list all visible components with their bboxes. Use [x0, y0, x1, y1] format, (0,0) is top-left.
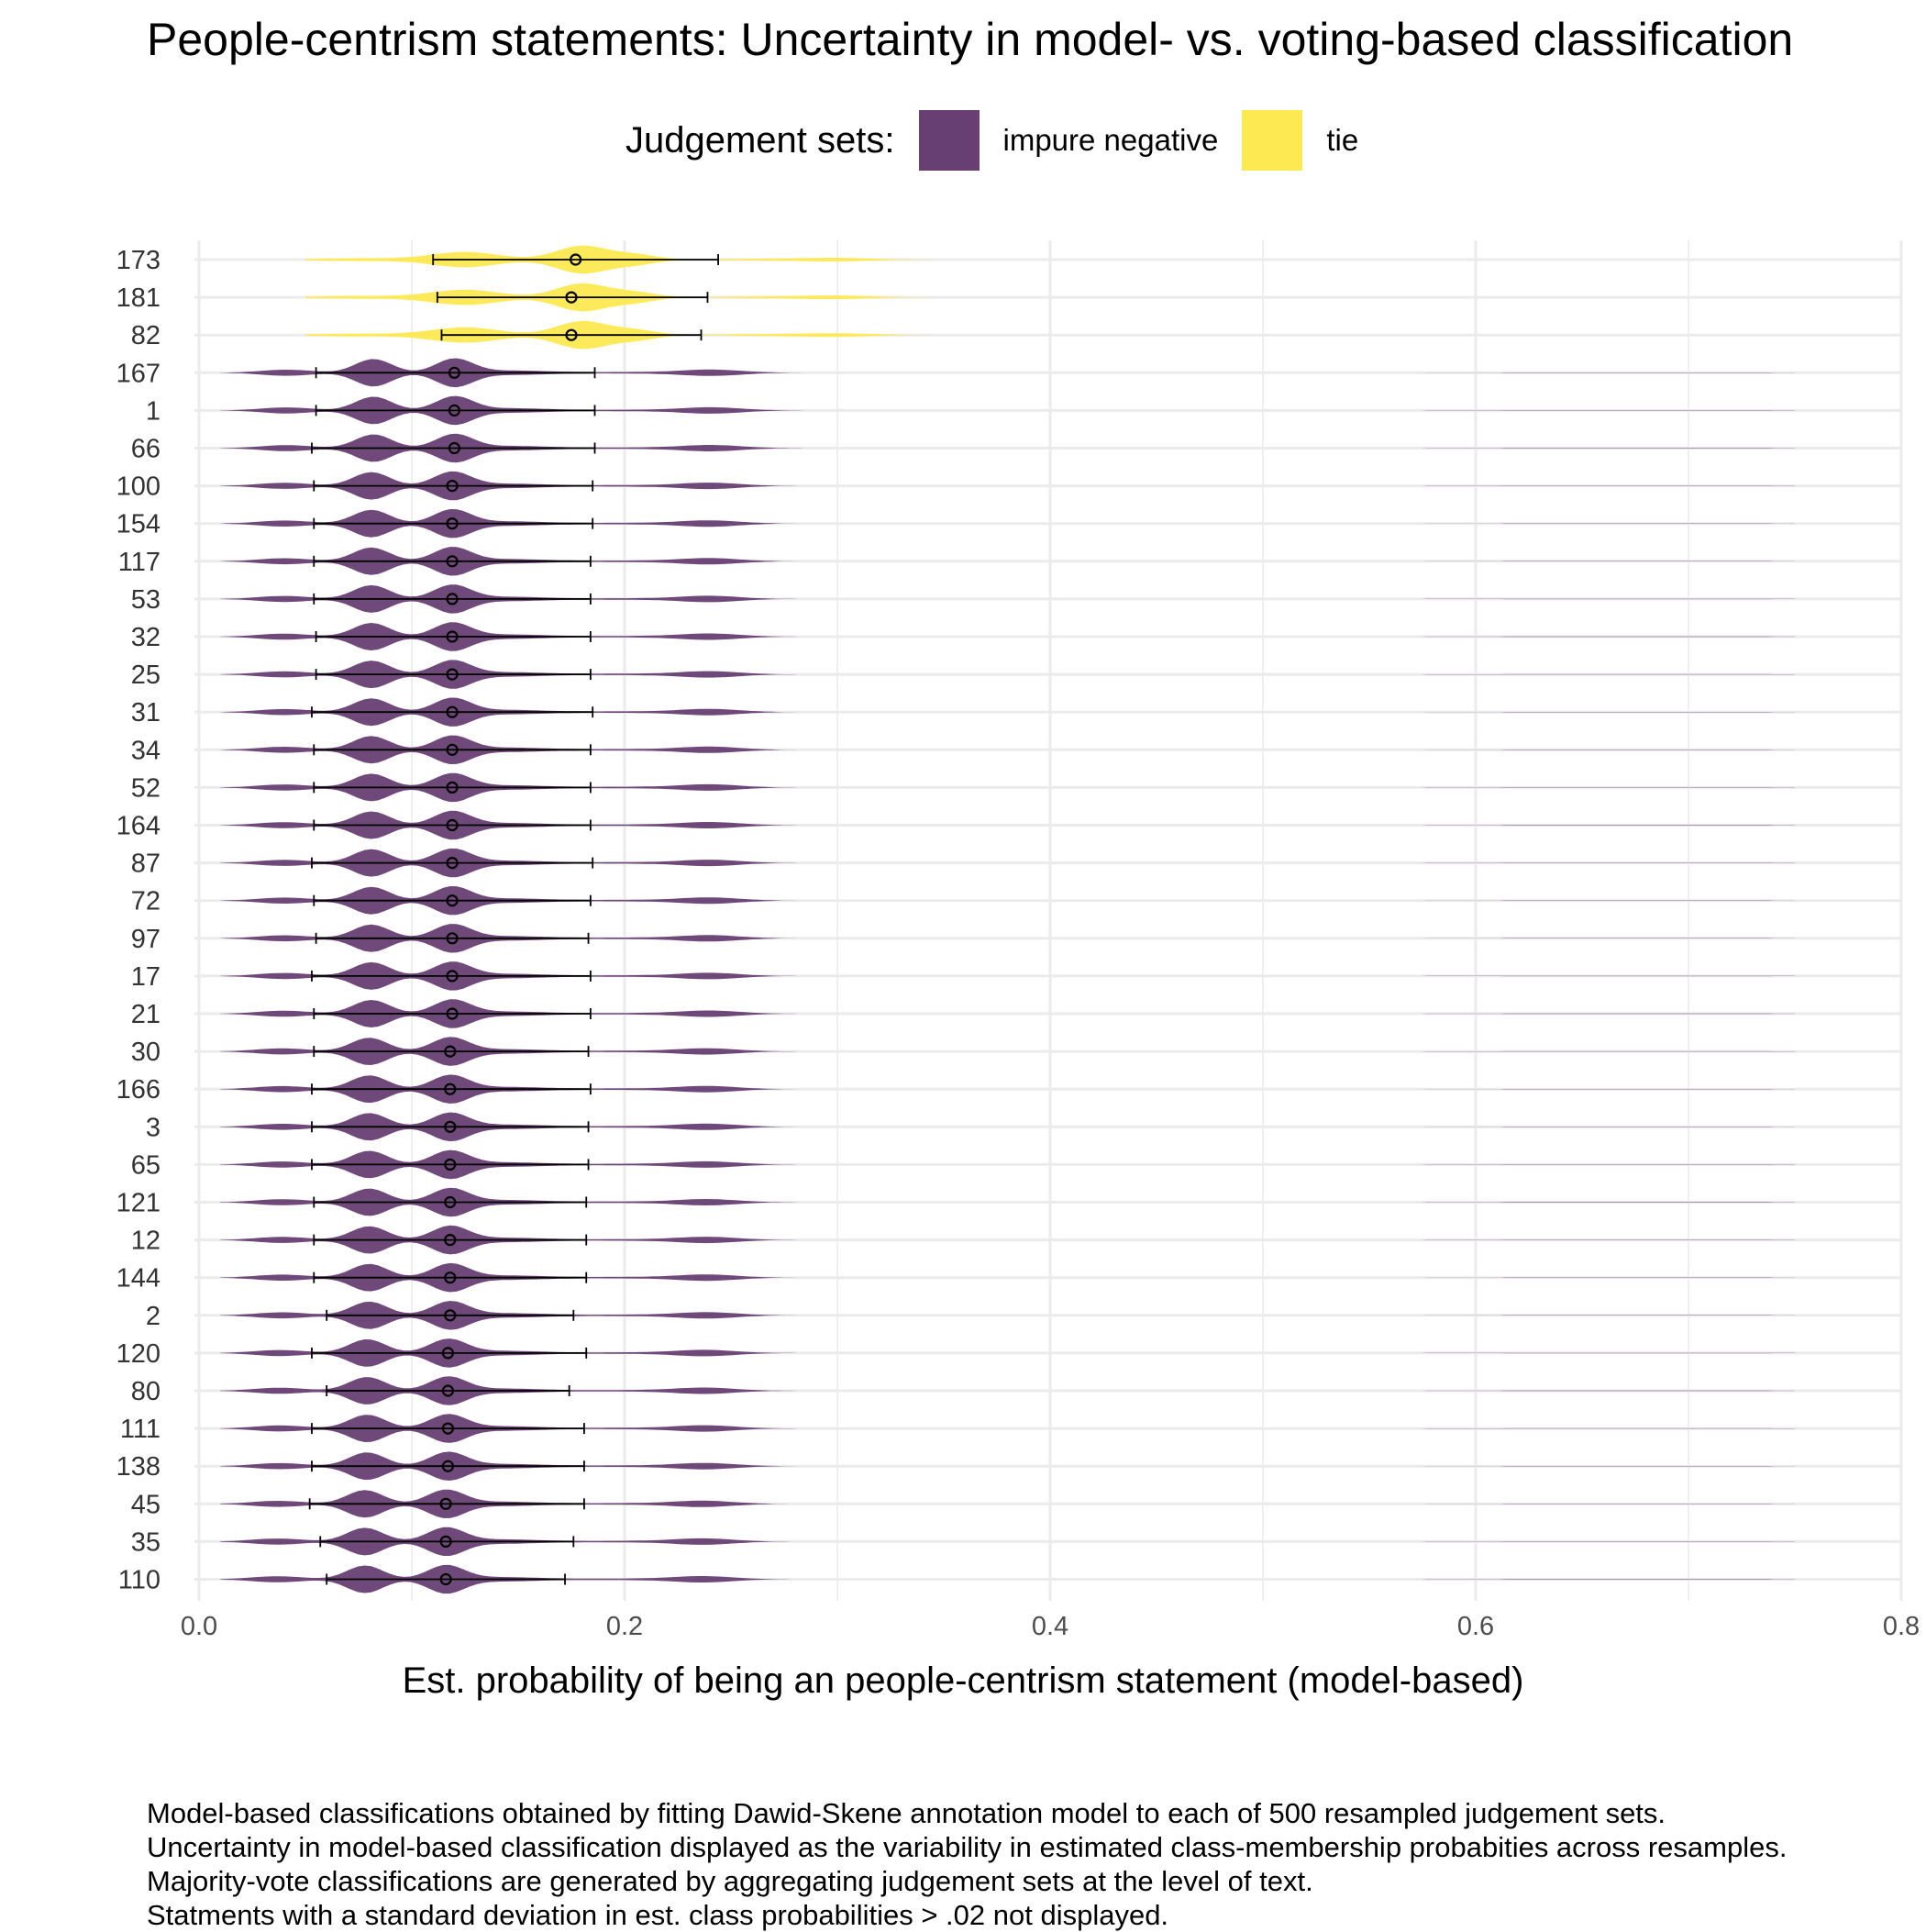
caption: Model-based classifications obtained by …	[147, 1796, 1787, 1932]
y-tick-label-82: 82	[131, 321, 160, 350]
y-tick-label-34: 34	[131, 736, 160, 765]
chart-title: People-centrism statements: Uncertainty …	[147, 14, 1794, 65]
y-tick-label-35: 35	[131, 1527, 160, 1557]
mean-point-100	[446, 479, 459, 493]
y-tick-label-154: 154	[116, 510, 160, 539]
mean-point-80	[441, 1384, 455, 1397]
mean-point-35	[439, 1535, 452, 1549]
mean-point-45	[439, 1497, 452, 1510]
mean-point-167	[448, 366, 460, 379]
y-tick-label-87: 87	[131, 849, 160, 879]
caption-line-3: Majority-vote classifications are genera…	[147, 1865, 1313, 1897]
mean-point-117	[446, 555, 459, 568]
legend-key-tie	[1242, 110, 1303, 171]
y-tick-label-97: 97	[131, 925, 160, 954]
y-tick-label-121: 121	[116, 1189, 160, 1218]
mean-point-1	[448, 404, 460, 416]
y-tick-label-138: 138	[116, 1452, 160, 1482]
y-tick-label-166: 166	[116, 1075, 160, 1105]
mean-point-31	[446, 705, 459, 718]
legend-key-impure-negative	[918, 110, 980, 171]
y-tick-label-167: 167	[116, 359, 160, 388]
mean-point-121	[444, 1195, 457, 1209]
mean-point-12	[444, 1233, 457, 1247]
mean-point-3	[444, 1120, 457, 1133]
mean-point-120	[441, 1347, 455, 1360]
legend-label-impure-negative: impure negative	[1002, 123, 1219, 157]
x-axis-label: Est. probability of being an people-cent…	[402, 1660, 1524, 1701]
y-tick-label-25: 25	[131, 661, 160, 690]
x-tick-label: 0.6	[1457, 1612, 1494, 1641]
mean-point-66	[448, 441, 460, 455]
y-tick-label-30: 30	[131, 1038, 160, 1067]
mean-point-144	[444, 1271, 457, 1284]
y-tick-label-72: 72	[131, 887, 160, 916]
mean-point-17	[446, 970, 459, 983]
caption-line-4: Statments with a standard deviation in e…	[147, 1899, 1169, 1931]
legend-title: Judgement sets:	[625, 119, 895, 161]
y-tick-label-52: 52	[131, 773, 160, 803]
mean-point-32	[446, 630, 459, 643]
y-tick-label-173: 173	[116, 246, 160, 275]
y-tick-label-2: 2	[146, 1302, 160, 1331]
y-tick-label-80: 80	[131, 1377, 160, 1406]
y-tick-label-144: 144	[116, 1264, 160, 1294]
chart-plot: 1731818216716610015411753322531345216487…	[116, 240, 1920, 1641]
mean-point-72	[446, 894, 459, 907]
y-tick-label-1: 1	[146, 396, 160, 426]
y-tick-label-65: 65	[131, 1150, 160, 1180]
mean-point-181	[565, 291, 578, 304]
legend-label-tie: tie	[1326, 123, 1359, 157]
y-tick-label-31: 31	[131, 698, 160, 727]
mean-point-164	[446, 818, 459, 832]
y-tick-label-164: 164	[116, 812, 160, 841]
mean-point-97	[446, 932, 459, 945]
x-tick-label: 0.4	[1032, 1612, 1068, 1641]
y-tick-label-45: 45	[131, 1490, 160, 1519]
y-tick-label-111: 111	[120, 1415, 160, 1444]
mean-point-111	[441, 1422, 455, 1435]
y-tick-label-66: 66	[131, 435, 160, 464]
y-tick-label-100: 100	[116, 472, 160, 502]
y-tick-label-21: 21	[131, 1000, 160, 1029]
legend: Judgement sets: impure negative tie	[625, 108, 1382, 172]
mean-point-138	[441, 1460, 455, 1472]
mean-point-52	[446, 781, 459, 794]
mean-point-30	[444, 1045, 457, 1058]
mean-point-21	[446, 1007, 459, 1020]
y-tick-label-3: 3	[146, 1113, 160, 1142]
y-tick-label-181: 181	[116, 283, 160, 313]
mean-point-154	[446, 517, 459, 530]
y-tick-label-110: 110	[118, 1566, 160, 1595]
x-tick-label: 0.2	[606, 1612, 643, 1641]
y-tick-label-120: 120	[116, 1339, 160, 1369]
y-tick-label-117: 117	[118, 548, 160, 577]
mean-point-110	[439, 1572, 452, 1586]
mean-point-2	[444, 1309, 457, 1322]
x-tick-label: 0.8	[1883, 1612, 1920, 1641]
mean-point-82	[565, 328, 578, 341]
mean-point-166	[444, 1083, 457, 1095]
y-tick-label-12: 12	[131, 1227, 160, 1256]
y-tick-label-32: 32	[131, 623, 160, 652]
mean-point-173	[570, 253, 582, 266]
mean-point-87	[446, 856, 459, 870]
mean-point-65	[444, 1158, 457, 1171]
y-tick-label-53: 53	[131, 585, 160, 615]
y-tick-label-17: 17	[131, 962, 160, 992]
mean-point-34	[446, 743, 459, 756]
mean-point-53	[446, 593, 459, 605]
mean-point-25	[446, 668, 459, 681]
x-tick-label: 0.0	[181, 1612, 217, 1641]
caption-line-2: Uncertainty in model-based classificatio…	[147, 1831, 1788, 1863]
caption-line-1: Model-based classifications obtained by …	[147, 1797, 1666, 1829]
